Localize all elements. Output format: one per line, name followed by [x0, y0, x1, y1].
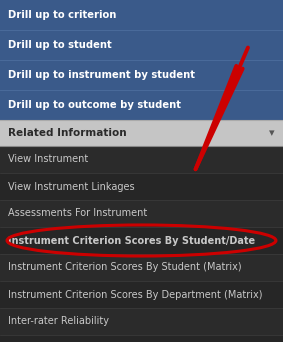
- Text: ▾: ▾: [269, 128, 275, 138]
- Bar: [0, 120, 283, 146]
- Text: Assessments For Instrument: Assessments For Instrument: [8, 209, 147, 219]
- Bar: [0, 254, 283, 281]
- Bar: [0, 30, 283, 60]
- Text: Instrument Criterion Scores By Student (Matrix): Instrument Criterion Scores By Student (…: [8, 263, 242, 273]
- Text: Drill up to outcome by student: Drill up to outcome by student: [8, 100, 181, 110]
- Bar: [0, 90, 283, 120]
- Bar: [0, 308, 283, 335]
- Bar: [0, 173, 283, 200]
- Bar: [0, 200, 283, 227]
- Text: View Instrument: View Instrument: [8, 155, 88, 165]
- Text: View Instrument Linkages: View Instrument Linkages: [8, 182, 135, 192]
- Text: Drill up to instrument by student: Drill up to instrument by student: [8, 70, 195, 80]
- Text: Drill up to criterion: Drill up to criterion: [8, 10, 116, 20]
- Bar: [0, 335, 283, 342]
- Text: Drill up to student: Drill up to student: [8, 40, 112, 50]
- Bar: [0, 60, 283, 90]
- Text: Inter-rater Reliability: Inter-rater Reliability: [8, 316, 109, 327]
- Bar: [0, 227, 283, 254]
- Bar: [0, 281, 283, 308]
- Text: Related Information: Related Information: [8, 128, 127, 138]
- Bar: [0, 146, 283, 173]
- Text: Instrument Criterion Scores By Department (Matrix): Instrument Criterion Scores By Departmen…: [8, 289, 263, 300]
- Text: Instrument Criterion Scores By Student/Date: Instrument Criterion Scores By Student/D…: [8, 236, 255, 246]
- Bar: [0, 0, 283, 30]
